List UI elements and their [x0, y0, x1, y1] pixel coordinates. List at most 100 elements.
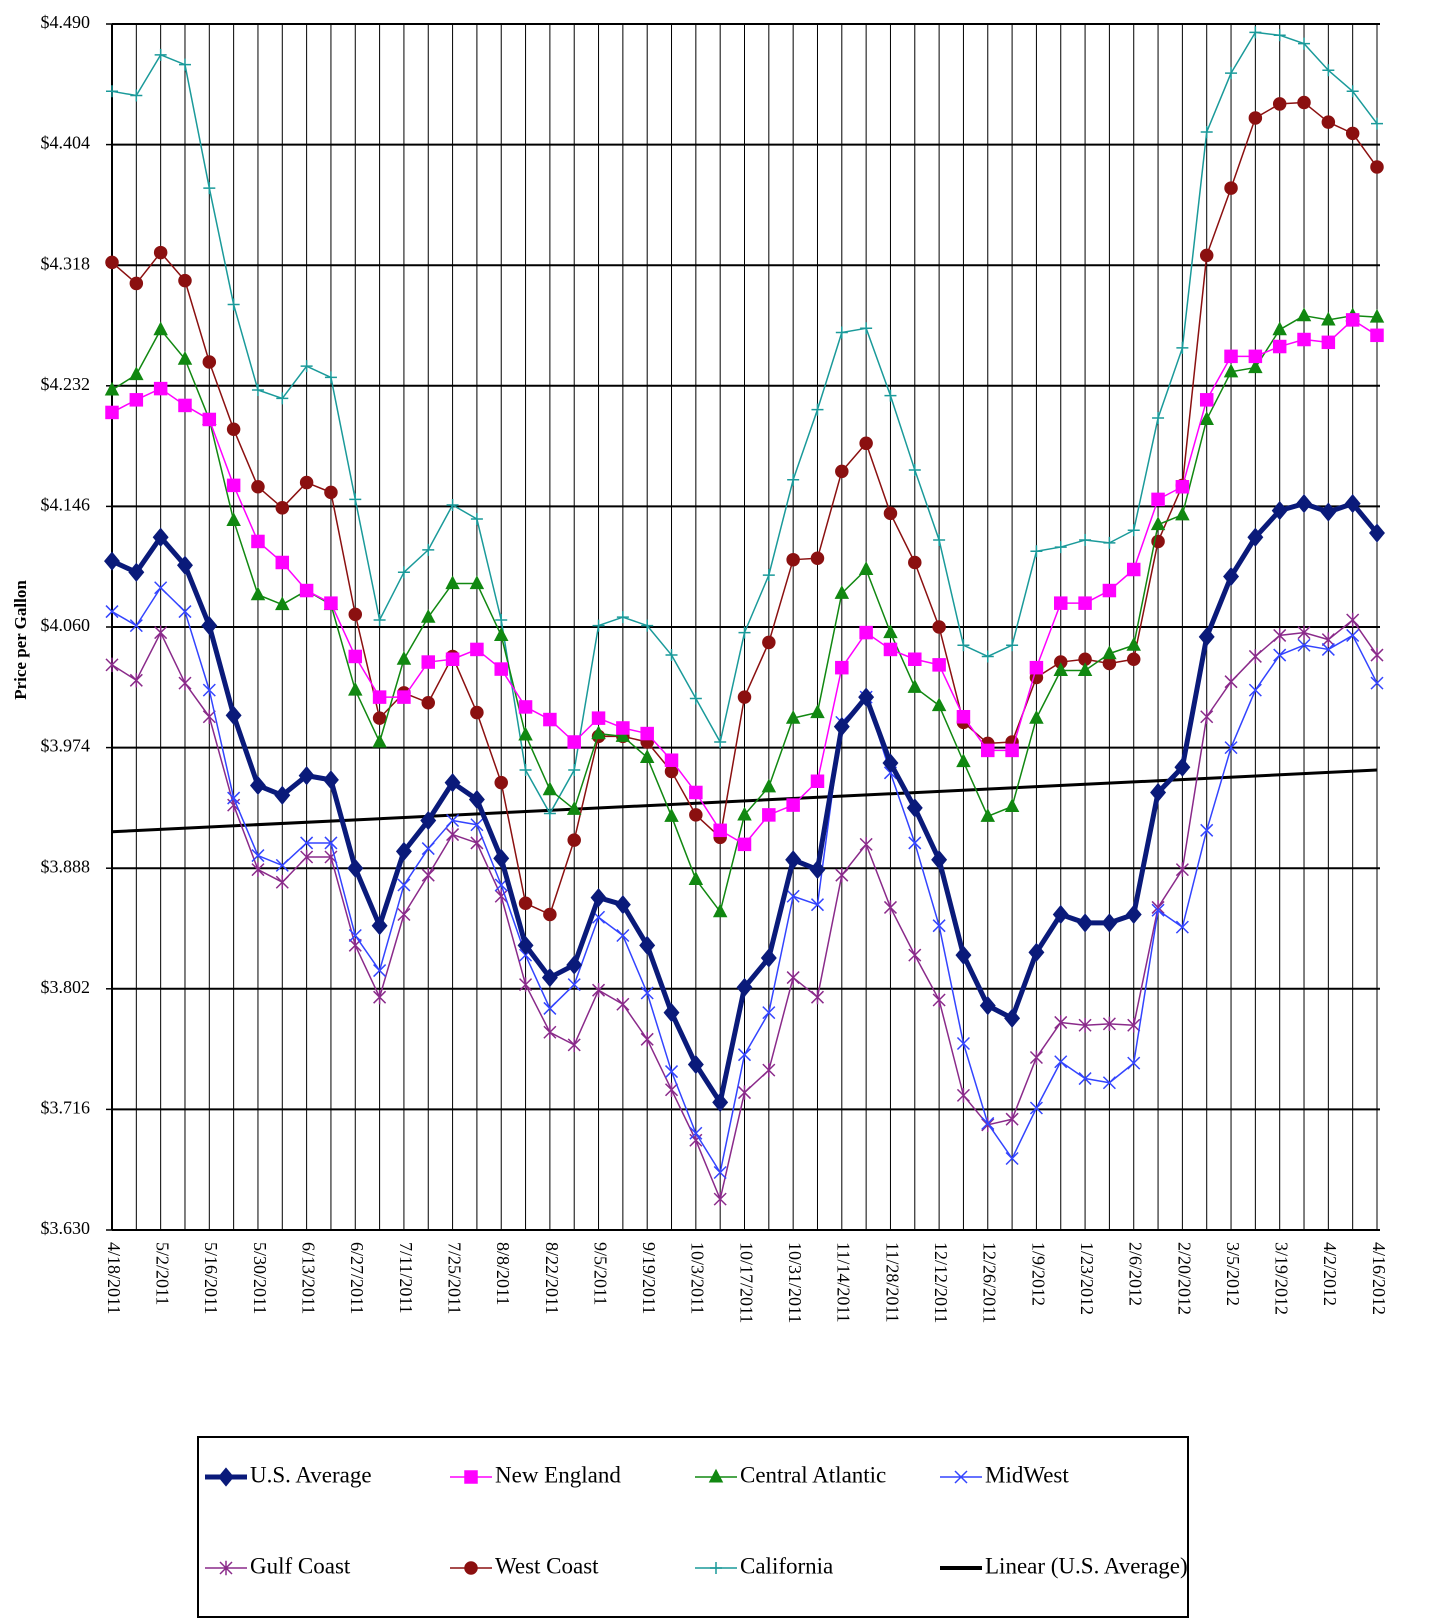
- y-tick-label: $4.318: [41, 253, 91, 273]
- marker: [153, 321, 168, 336]
- marker: [1029, 1050, 1043, 1065]
- marker: [712, 1092, 729, 1112]
- marker: [1224, 349, 1238, 364]
- marker: [810, 704, 825, 719]
- marker: [468, 789, 485, 810]
- legend-label: MidWest: [985, 1462, 1069, 1487]
- marker: [397, 907, 411, 922]
- marker: [219, 1560, 233, 1576]
- marker: [1102, 1076, 1116, 1090]
- x-tick-label: 4/16/2012: [1369, 1242, 1389, 1315]
- x-tick-label: 9/5/2011: [590, 1242, 610, 1305]
- marker: [543, 907, 557, 922]
- marker: [445, 652, 460, 667]
- y-tick-label: $3.888: [41, 856, 91, 876]
- marker: [883, 624, 898, 639]
- marker: [616, 997, 630, 1012]
- marker: [860, 322, 873, 335]
- marker: [883, 900, 897, 915]
- marker: [178, 58, 191, 71]
- marker: [494, 775, 508, 790]
- marker: [908, 836, 922, 850]
- marker: [1345, 126, 1360, 141]
- marker: [178, 273, 192, 288]
- marker: [178, 605, 192, 619]
- marker: [615, 728, 631, 742]
- marker: [981, 650, 994, 663]
- marker: [787, 473, 800, 486]
- marker: [1346, 612, 1360, 628]
- marker: [1320, 502, 1337, 522]
- marker: [955, 945, 972, 965]
- marker: [810, 551, 825, 566]
- x-tick-label: 5/16/2011: [201, 1242, 221, 1314]
- marker: [518, 726, 533, 741]
- x-tick-label: 5/30/2011: [250, 1242, 270, 1314]
- marker: [1175, 920, 1189, 934]
- marker: [1126, 652, 1141, 667]
- marker: [1174, 757, 1191, 777]
- marker: [1224, 741, 1238, 755]
- marker: [760, 948, 777, 968]
- trend-line: [111, 768, 1378, 834]
- marker: [1321, 642, 1335, 656]
- marker: [348, 681, 363, 696]
- marker: [858, 687, 875, 707]
- marker: [907, 679, 923, 693]
- marker: [931, 697, 947, 712]
- marker: [591, 711, 606, 725]
- marker: [810, 990, 825, 1005]
- legend-label: New England: [495, 1462, 621, 1487]
- marker: [859, 837, 873, 852]
- y-tick-label: $4.232: [41, 374, 91, 394]
- marker: [153, 381, 168, 396]
- marker: [664, 1065, 679, 1079]
- marker: [1272, 97, 1287, 111]
- y-axis-label: Price per Gallon: [11, 580, 30, 700]
- x-tick-label: 6/13/2011: [298, 1242, 318, 1314]
- marker: [810, 774, 825, 789]
- marker: [1077, 913, 1094, 933]
- marker: [665, 649, 678, 662]
- marker: [882, 753, 899, 773]
- marker: [276, 392, 289, 405]
- marker: [786, 798, 800, 812]
- marker: [421, 608, 436, 623]
- marker: [1126, 562, 1141, 577]
- marker: [1127, 524, 1140, 537]
- marker: [1273, 29, 1286, 42]
- marker: [1346, 628, 1360, 642]
- marker: [1199, 411, 1214, 426]
- marker: [1370, 676, 1384, 690]
- marker: [469, 575, 485, 590]
- marker: [737, 1048, 752, 1062]
- marker: [129, 619, 143, 633]
- marker: [218, 1467, 234, 1487]
- marker: [786, 552, 800, 567]
- marker: [933, 534, 946, 547]
- marker: [128, 562, 145, 582]
- marker: [908, 652, 922, 667]
- legend-label: California: [740, 1553, 833, 1578]
- marker: [300, 849, 314, 865]
- marker: [737, 690, 752, 704]
- marker: [104, 381, 120, 396]
- marker: [421, 655, 435, 669]
- marker: [470, 513, 483, 526]
- marker: [835, 326, 848, 339]
- marker: [300, 836, 314, 850]
- marker: [275, 555, 290, 570]
- legend-label: U.S. Average: [250, 1462, 372, 1487]
- x-tick-label: 8/22/2011: [542, 1242, 562, 1314]
- marker: [129, 366, 144, 381]
- marker: [1006, 639, 1019, 652]
- x-tick-label: 10/31/2011: [785, 1242, 805, 1323]
- marker: [566, 801, 582, 815]
- marker: [1321, 311, 1336, 326]
- marker: [1369, 308, 1385, 323]
- marker: [152, 527, 169, 547]
- y-tick-label: $3.716: [41, 1098, 91, 1118]
- series-markers: [106, 26, 1383, 820]
- marker: [1151, 492, 1165, 507]
- marker: [1298, 37, 1311, 50]
